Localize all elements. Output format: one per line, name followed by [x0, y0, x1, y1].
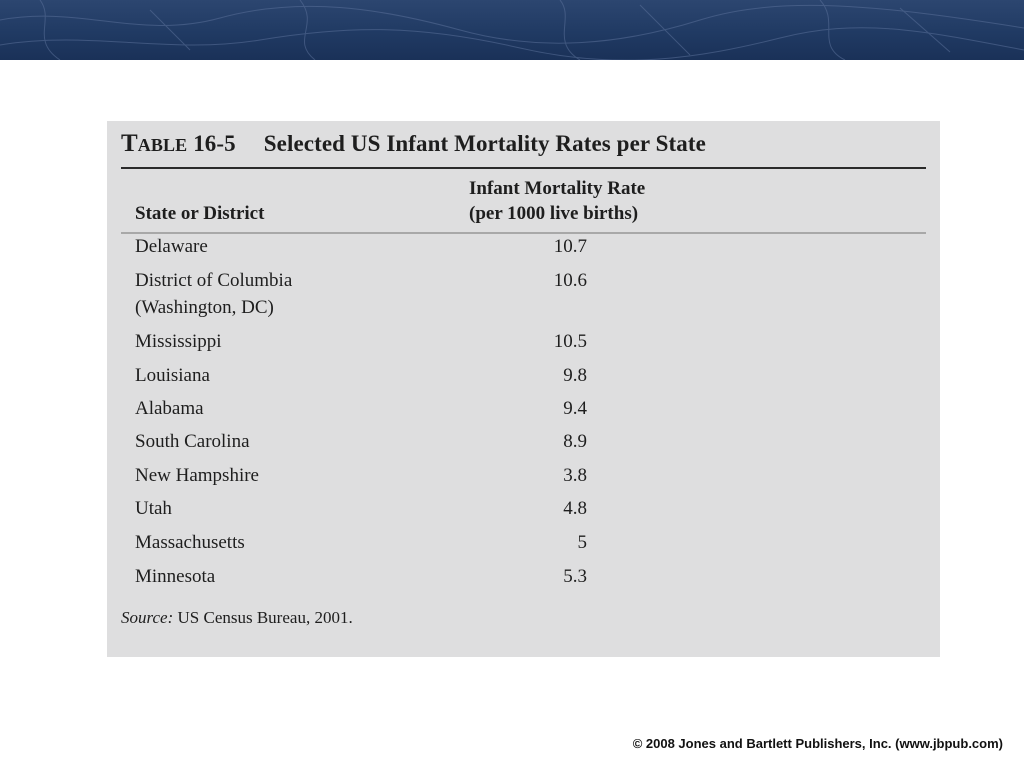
- table-row-state: Alabama: [135, 398, 204, 419]
- table-row-rate: 5.3: [563, 566, 587, 587]
- table-row-state: District of Columbia: [135, 270, 293, 291]
- header-banner: [0, 0, 1024, 60]
- table-row-state-line2: (Washington, DC): [135, 297, 274, 318]
- column-header-state: State or District: [135, 203, 265, 224]
- table-row-rate: 4.8: [563, 498, 587, 519]
- table-row-state: Minnesota: [135, 566, 216, 587]
- table-row-rate: 3.8: [563, 465, 587, 486]
- table-row-rate: 9.8: [563, 365, 587, 386]
- table-row-state: Utah: [135, 498, 172, 519]
- table-row-state: Delaware: [135, 236, 208, 257]
- table-row-state: New Hampshire: [135, 465, 259, 486]
- table-number: 16-5: [193, 131, 236, 156]
- table-panel: Table 16-5 Selected US Infant Mortality Ra…: [107, 121, 940, 657]
- table-title: Table 16-5 Selected US Infant Mortality Ra…: [121, 130, 706, 158]
- column-header-rate: Infant Mortality Rate (per 1000 live bir…: [469, 176, 645, 226]
- top-rule: [121, 167, 926, 169]
- table-row-state: Mississippi: [135, 331, 222, 352]
- table-caption: Selected US Infant Mortality Rates per S…: [263, 131, 706, 156]
- source-text: US Census Bureau, 2001.: [177, 608, 353, 627]
- table-row-rate: 10.5: [553, 331, 587, 352]
- table-row-state: South Carolina: [135, 431, 250, 452]
- table-row-state: Louisiana: [135, 365, 210, 386]
- table-row-state: Massachusetts: [135, 532, 245, 553]
- column-header-rate-line1: Infant Mortality Rate: [469, 178, 646, 199]
- table-row-rate: 8.9: [563, 431, 587, 452]
- table-row-rate: 10.7: [553, 236, 587, 257]
- copyright-footer: © 2008 Jones and Bartlett Publishers, In…: [632, 736, 1003, 751]
- column-header-rate-line2: (per 1000 live births): [469, 203, 639, 224]
- source-note: Source: US Census Bureau, 2001.: [121, 608, 353, 628]
- table-row-rate: 5: [577, 532, 588, 553]
- map-texture-decoration: [0, 0, 1024, 60]
- header-rule: [121, 232, 926, 234]
- table-number-word: Table: [121, 130, 188, 157]
- source-label: Source:: [121, 608, 174, 627]
- table-row-rate: 10.6: [553, 270, 587, 291]
- table-row-rate: 9.4: [563, 398, 587, 419]
